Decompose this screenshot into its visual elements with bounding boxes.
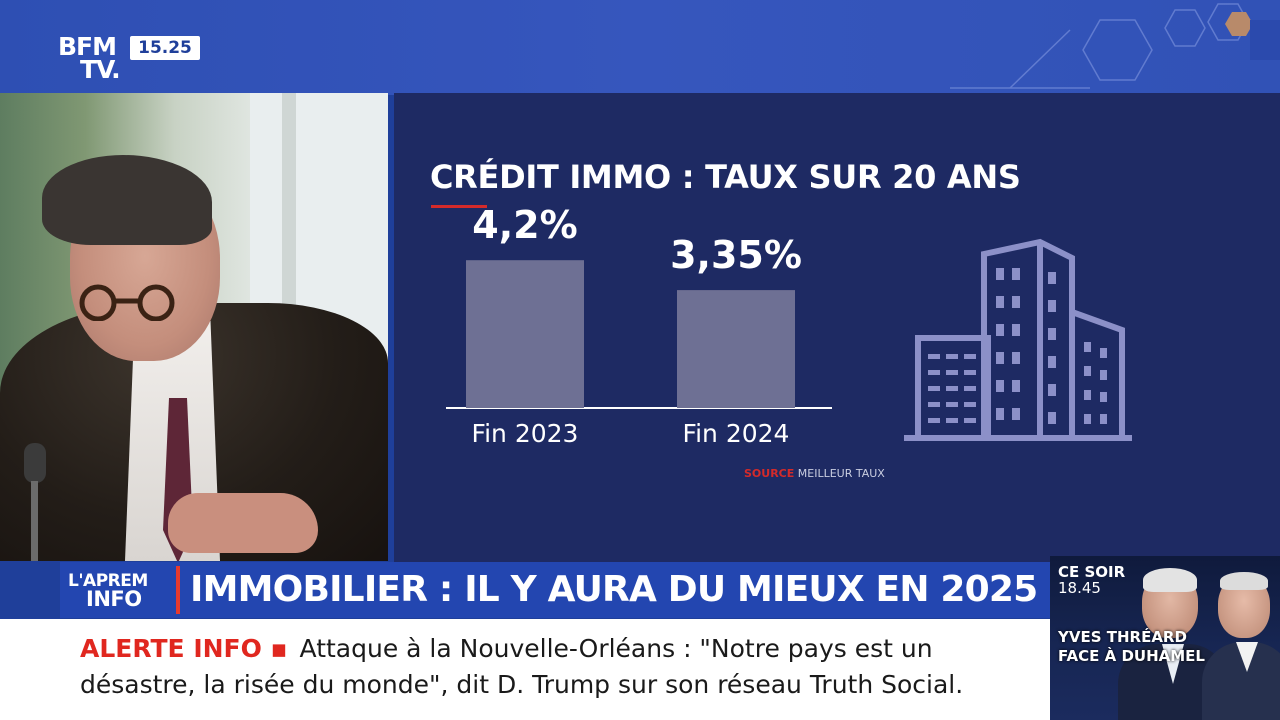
chart-title: CRÉDIT IMMO : TAUX SUR 20 ANS (430, 158, 1021, 196)
bar-1 (677, 290, 795, 408)
alert-label: ALERTE INFO ▪ (80, 634, 288, 663)
source-label: SOURCE (744, 467, 795, 480)
program-line2: INFO (86, 587, 142, 611)
logo-line1: BFM (58, 32, 117, 61)
title-underline (431, 205, 487, 208)
promo-show: YVES THRÉARD FACE À DUHAMEL (1058, 628, 1205, 666)
chart-source: SOURCE MEILLEUR TAUX (744, 467, 885, 480)
category-label-1: Fin 2024 (683, 419, 790, 448)
presenter-hair (42, 155, 212, 245)
presenter-video (0, 93, 388, 561)
promo-show-line2: FACE À DUHAMEL (1058, 647, 1205, 665)
guest-hair-right (1220, 572, 1268, 590)
ticker-bar (0, 619, 1050, 720)
ticker-text: ALERTE INFO ▪ Attaque à la Nouvelle-Orléa… (80, 631, 1040, 703)
glasses (79, 284, 175, 321)
channel-logo: BFM TV. (58, 32, 124, 91)
building-icon (904, 238, 1132, 441)
promo-show-line1: YVES THRÉARD (1058, 628, 1187, 646)
logo-line2: TV. (80, 55, 121, 84)
source-name: MEILLEUR TAUX (797, 467, 885, 480)
program-logo: L'APREM INFO (64, 565, 174, 615)
clock: 15.25 (130, 36, 200, 60)
guest-hair-left (1143, 568, 1197, 592)
microphone-icon (24, 443, 46, 561)
presenter-hand (168, 493, 318, 553)
top-background (0, 0, 1280, 95)
bar-0 (466, 260, 584, 408)
promo-box: CE SOIR 18.45 YVES THRÉARD FACE À DUHAME… (1050, 556, 1280, 720)
bar-chart: 4,2% Fin 2023 3,35% Fin 2024 (446, 203, 832, 448)
headline-band (60, 562, 1050, 618)
headline: IMMOBILIER : IL Y AURA DU MIEUX EN 2025 (190, 569, 1038, 610)
bar-value-label-1: 3,35% (670, 233, 802, 277)
hexagon-decoration (950, 3, 1280, 89)
category-label-0: Fin 2023 (472, 419, 579, 448)
program-line1: L'APREM (68, 571, 148, 591)
bar-value-label-0: 4,2% (472, 203, 577, 247)
promo-tonight: CE SOIR (1058, 563, 1126, 581)
promo-time: 18.45 (1058, 579, 1101, 597)
program-divider (176, 566, 180, 614)
ticker-message: Attaque à la Nouvelle-Orléans : "Notre p… (80, 634, 964, 699)
